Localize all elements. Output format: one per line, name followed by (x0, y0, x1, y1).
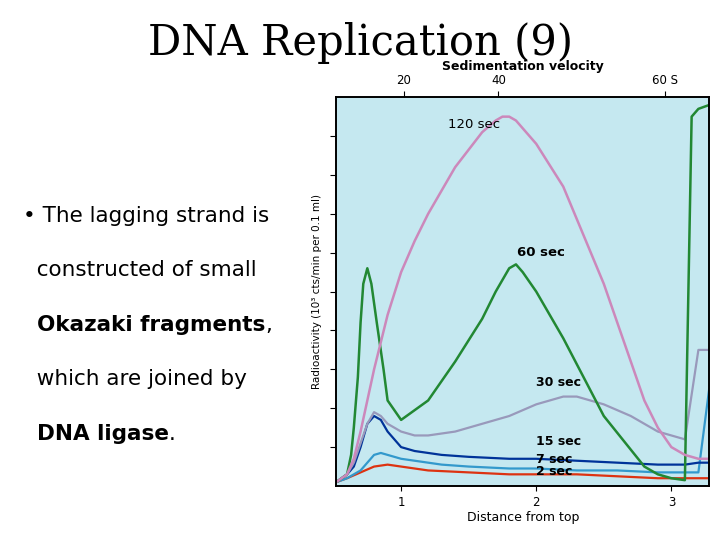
Text: 7 sec: 7 sec (536, 453, 572, 466)
Text: 120 sec: 120 sec (449, 118, 500, 131)
Text: constructed of small: constructed of small (23, 260, 257, 280)
Text: which are joined by: which are joined by (23, 369, 247, 389)
X-axis label: Sedimentation velocity: Sedimentation velocity (442, 59, 603, 72)
Text: 30 sec: 30 sec (536, 376, 581, 389)
Text: 15 sec: 15 sec (536, 435, 581, 448)
Text: • The lagging strand is: • The lagging strand is (23, 206, 269, 226)
Text: DNA Replication (9): DNA Replication (9) (148, 22, 572, 64)
Text: DNA ligase: DNA ligase (37, 424, 169, 444)
Text: .: . (169, 424, 176, 444)
Text: 60 sec: 60 sec (517, 246, 565, 259)
Text: ,: , (266, 315, 272, 335)
Y-axis label: Radioactivity (10³ cts/min per 0.1 ml): Radioactivity (10³ cts/min per 0.1 ml) (312, 194, 322, 389)
Text: Okazaki fragments: Okazaki fragments (37, 315, 266, 335)
Text: 2 sec: 2 sec (536, 465, 572, 478)
X-axis label: Distance from top: Distance from top (467, 511, 579, 524)
